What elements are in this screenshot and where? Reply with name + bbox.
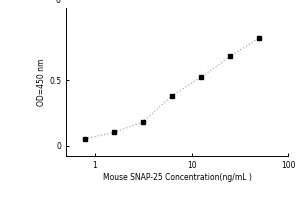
Text: 6: 6 xyxy=(56,0,60,5)
Y-axis label: OD=450 nm: OD=450 nm xyxy=(37,58,46,106)
X-axis label: Mouse SNAP-25 Concentration(ng/mL ): Mouse SNAP-25 Concentration(ng/mL ) xyxy=(103,173,251,182)
